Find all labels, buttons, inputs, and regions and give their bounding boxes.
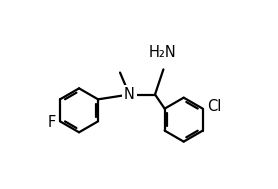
Text: F: F — [48, 115, 56, 130]
Text: N: N — [124, 87, 135, 102]
Text: H₂N: H₂N — [148, 45, 176, 60]
Text: Cl: Cl — [207, 99, 221, 114]
